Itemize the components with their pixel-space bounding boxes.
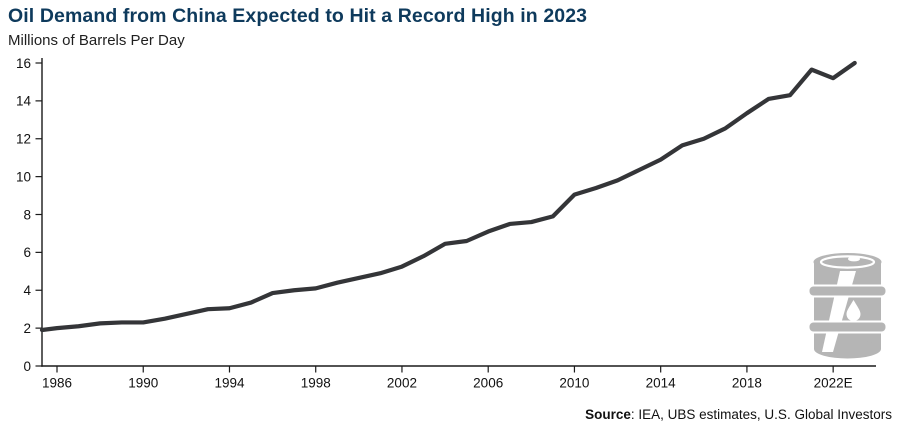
y-tick-label: 4 (23, 283, 31, 298)
x-tick-label: 2002 (387, 376, 417, 391)
chart-title: Oil Demand from China Expected to Hit a … (8, 5, 588, 27)
y-tick-label: 0 (23, 359, 31, 374)
y-tick-label: 12 (16, 132, 31, 147)
x-tick-label: 1994 (214, 376, 245, 391)
y-tick-label: 14 (16, 94, 32, 109)
x-tick-label: 2014 (646, 376, 677, 391)
source-label: Source (585, 407, 631, 422)
y-tick-label: 8 (23, 207, 31, 222)
y-tick-label: 16 (16, 56, 31, 71)
y-tick-label: 6 (23, 245, 31, 260)
china-oil-demand-line (39, 60, 857, 333)
x-tick-label: 2010 (559, 376, 589, 391)
x-tick-label: 2006 (473, 376, 503, 391)
chart-subtitle: Millions of Barrels Per Day (8, 32, 185, 49)
y-tick-label: 10 (16, 169, 31, 184)
x-tick-label: 1986 (42, 376, 72, 391)
y-tick-label: 2 (23, 321, 31, 336)
oil-barrel-icon (807, 253, 888, 359)
x-tick-label: 2018 (732, 376, 762, 391)
source-note: Source: IEA, UBS estimates, U.S. Global … (585, 407, 892, 422)
x-tick-label: 2022E (814, 376, 853, 391)
x-tick-label: 1998 (301, 376, 331, 391)
source-text: : IEA, UBS estimates, U.S. Global Invest… (630, 407, 892, 422)
x-tick-label: 1990 (128, 376, 158, 391)
